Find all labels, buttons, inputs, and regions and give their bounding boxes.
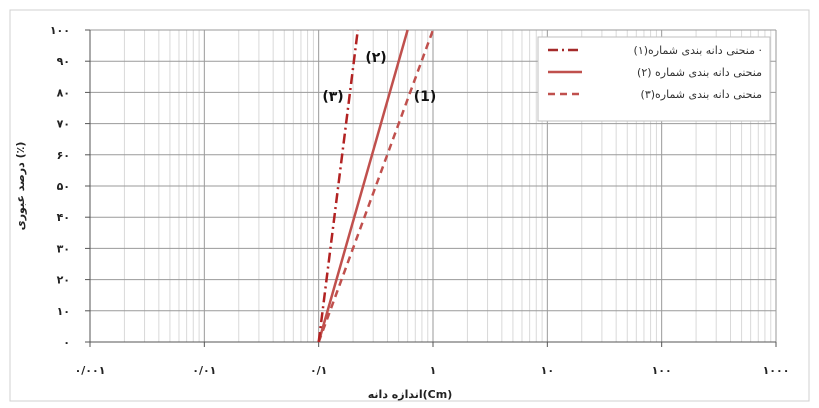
curve-label-1: (1) bbox=[414, 89, 437, 105]
x-tick-label: ۰/۰۰۱ bbox=[75, 364, 106, 377]
x-tick-label: ۰/۱ bbox=[310, 364, 327, 377]
series bbox=[317, 29, 435, 343]
series-line-3 bbox=[317, 29, 360, 343]
y-tick-label: ۹۰ bbox=[57, 55, 70, 68]
y-tick-label: ۱۰ bbox=[57, 305, 70, 318]
legend-label-3: منحنی دانه بندی شماره(۳) bbox=[641, 88, 763, 101]
y-tick-label: ۸۰ bbox=[57, 86, 70, 99]
y-tick-label: ۵۰ bbox=[57, 180, 70, 193]
legend: منحنی دانه بندی شماره(۱) · منحنی دانه بند… bbox=[537, 36, 771, 122]
x-tick-label: ۱۰۰ bbox=[652, 364, 672, 377]
x-tick-label: ۰/۰۱ bbox=[192, 364, 216, 377]
axes: ۰/۰۰۱ ۰/۰۱ ۰/۱ ۱ ۱۰ ۱۰۰ ۱۰۰۰ ۰ ۱۰ ۲۰ ۳۰ ۴۰ ۵۰ ۶۰ ۷۰ ۸۰ ۹… bbox=[14, 24, 789, 401]
y-tick-label: ۳۰ bbox=[57, 242, 70, 255]
y-tick-label: ۴۰ bbox=[57, 211, 70, 224]
x-tick-label: ۱۰ bbox=[541, 364, 554, 377]
y-tick-label: ۰ bbox=[63, 336, 70, 349]
y-axis-title: درصد عبوری (٪) bbox=[14, 142, 27, 231]
y-tick-label: ۱۰۰ bbox=[50, 24, 70, 37]
y-tick-label: ۷۰ bbox=[57, 118, 70, 131]
curve-label-2: (۲) bbox=[365, 50, 386, 66]
x-axis-title: اندازه دانه(Cm) bbox=[368, 388, 453, 401]
legend-label-2: منحنی دانه بندی شماره (۲) bbox=[637, 66, 762, 79]
series-line-2 bbox=[317, 29, 409, 343]
x-tick-label: ۱۰۰۰ bbox=[763, 364, 790, 377]
legend-label-1: منحنی دانه بندی شماره(۱) · bbox=[634, 44, 762, 57]
x-tick-label: ۱ bbox=[430, 364, 437, 377]
curve-label-3: (۳) bbox=[322, 89, 343, 105]
series-line-1 bbox=[317, 29, 435, 343]
y-tick-label: ۶۰ bbox=[57, 149, 70, 162]
y-tick-label: ۲۰ bbox=[57, 274, 70, 287]
labels: (1) (۲) (۳) bbox=[322, 50, 436, 105]
